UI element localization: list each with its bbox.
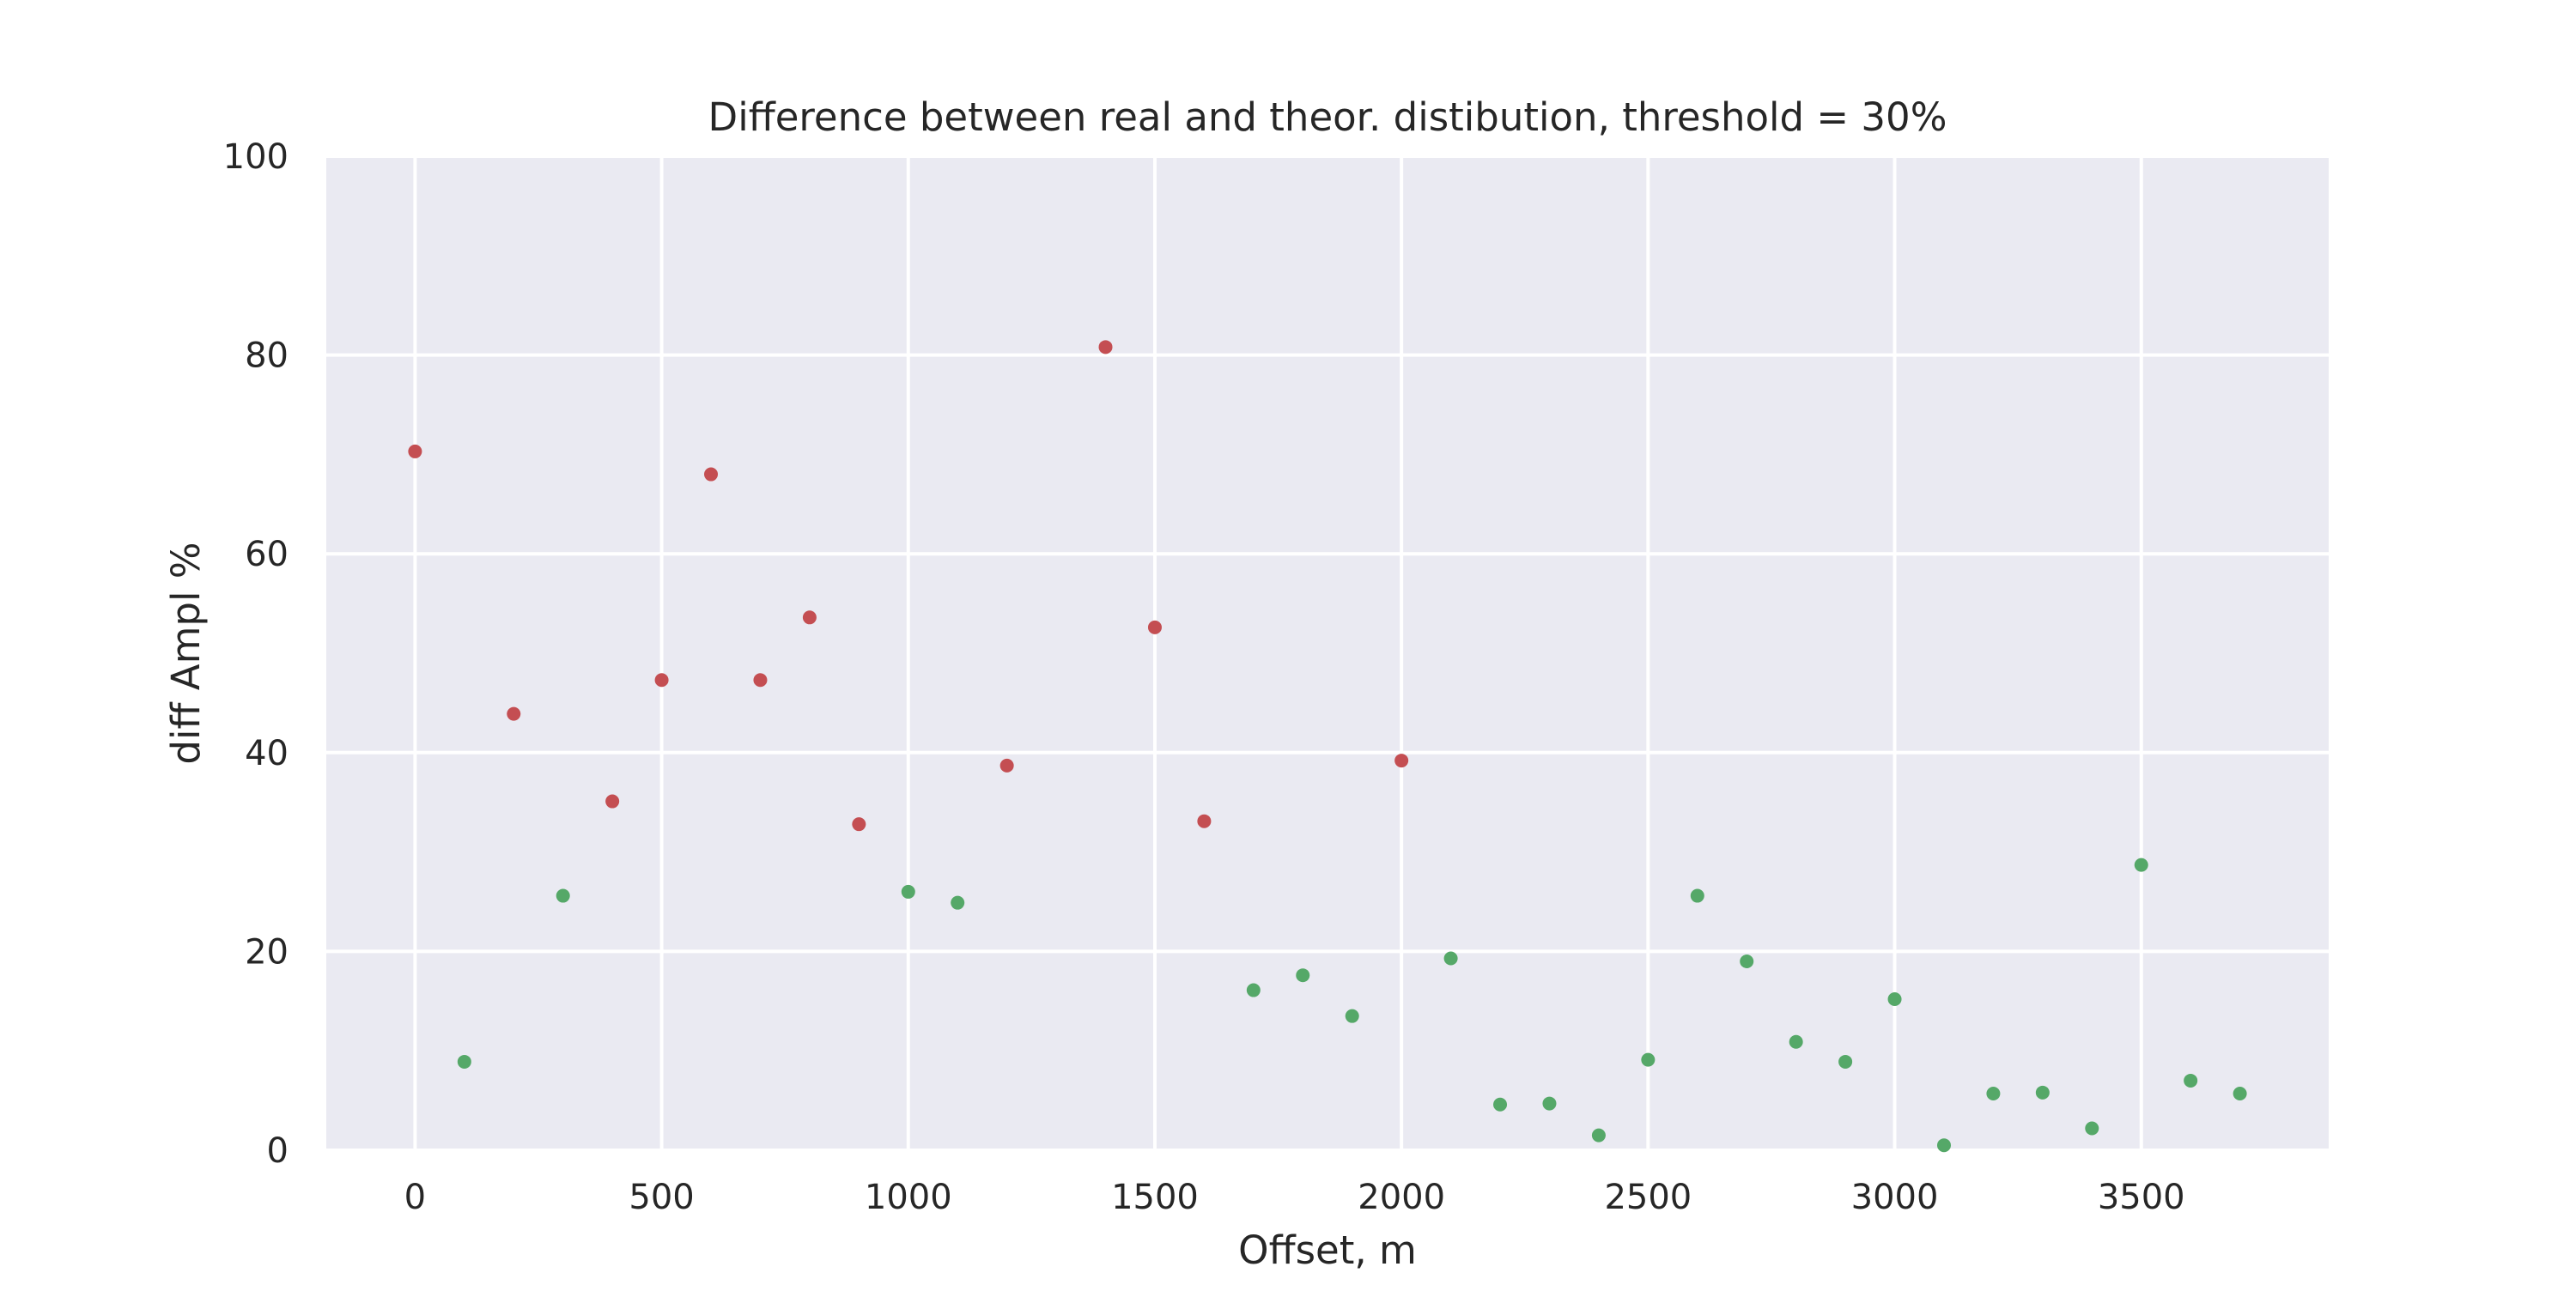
- data-point-below-threshold: [1345, 1009, 1359, 1023]
- data-point-below-threshold: [1887, 991, 1902, 1006]
- chart-title: Difference between real and theor. disti…: [708, 94, 1947, 140]
- data-point-below-threshold: [2035, 1085, 2050, 1100]
- data-point-below-threshold: [1493, 1097, 1508, 1112]
- data-point-below-threshold: [1641, 1052, 1656, 1067]
- data-point-below-threshold: [2134, 858, 2148, 872]
- data-point-above-threshold: [1147, 620, 1162, 634]
- x-tick-label: 0: [404, 1178, 426, 1217]
- data-point-below-threshold: [1443, 951, 1458, 966]
- y-tick-label: 0: [267, 1131, 289, 1171]
- y-axis-ticks: 0 20 40 60 80 100: [223, 137, 289, 1171]
- data-point-below-threshold: [901, 884, 915, 899]
- data-point-below-threshold: [1690, 888, 1704, 903]
- x-tick-label: 1500: [1111, 1178, 1199, 1217]
- data-point-below-threshold: [1936, 1138, 1951, 1153]
- grid-lines: [326, 155, 2329, 1152]
- data-point-below-threshold: [1542, 1096, 1557, 1111]
- data-point-below-threshold: [951, 895, 965, 910]
- x-axis-label: Offset, m: [1238, 1227, 1417, 1273]
- data-point-below-threshold: [1246, 983, 1261, 997]
- data-point-below-threshold: [457, 1054, 471, 1069]
- data-point-below-threshold: [556, 888, 570, 903]
- y-axis-label: diff Ampl %: [163, 542, 209, 764]
- y-tick-label: 80: [245, 336, 289, 376]
- data-points: [408, 340, 2247, 1153]
- plot-background: [326, 156, 2329, 1150]
- data-point-above-threshold: [1394, 754, 1409, 768]
- x-tick-label: 2000: [1358, 1178, 1445, 1217]
- x-tick-label: 500: [629, 1178, 694, 1217]
- data-point-above-threshold: [802, 610, 817, 625]
- y-tick-label: 60: [245, 535, 289, 574]
- data-point-above-threshold: [605, 794, 620, 809]
- y-tick-label: 20: [245, 932, 289, 972]
- data-point-below-threshold: [1740, 954, 1754, 968]
- data-point-below-threshold: [1591, 1128, 1606, 1143]
- data-point-above-threshold: [753, 673, 768, 688]
- y-tick-label: 100: [223, 137, 289, 177]
- x-tick-label: 2500: [1604, 1178, 1692, 1217]
- x-tick-label: 3500: [2098, 1178, 2185, 1217]
- data-point-above-threshold: [507, 706, 521, 721]
- x-axis-ticks: 0 500 1000 1500 2000 2500 3000 3500: [404, 1178, 2185, 1217]
- data-point-above-threshold: [1098, 340, 1113, 355]
- data-point-above-threshold: [999, 758, 1014, 773]
- y-tick-label: 40: [245, 734, 289, 773]
- data-point-below-threshold: [1986, 1086, 2001, 1100]
- x-tick-label: 3000: [1851, 1178, 1939, 1217]
- data-point-below-threshold: [1296, 968, 1310, 983]
- data-point-below-threshold: [1789, 1034, 1803, 1049]
- x-tick-label: 1000: [865, 1178, 952, 1217]
- data-point-below-threshold: [2085, 1121, 2099, 1136]
- data-point-below-threshold: [2233, 1086, 2247, 1100]
- data-point-above-threshold: [654, 673, 669, 688]
- data-point-above-threshold: [852, 817, 866, 832]
- data-point-above-threshold: [1197, 814, 1212, 828]
- data-point-above-threshold: [408, 444, 422, 458]
- data-point-above-threshold: [704, 467, 719, 482]
- data-point-below-threshold: [2184, 1073, 2198, 1088]
- data-point-below-threshold: [1838, 1054, 1853, 1069]
